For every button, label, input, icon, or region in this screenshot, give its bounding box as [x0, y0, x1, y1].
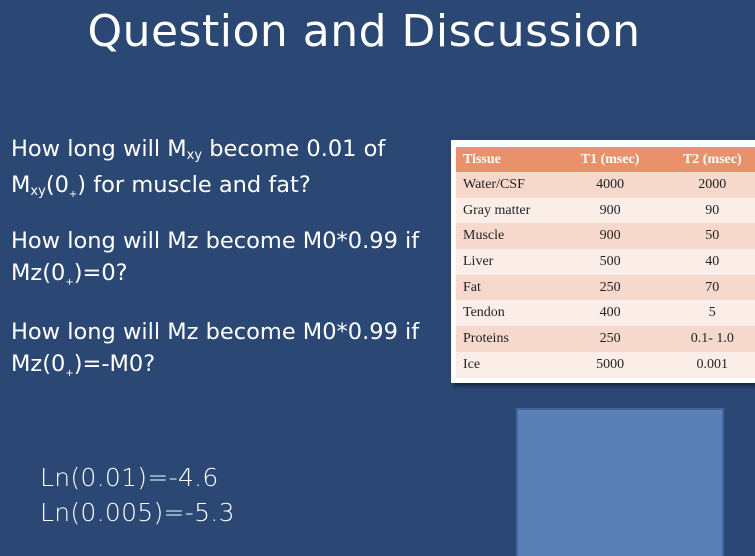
header-tissue: Tissue — [456, 147, 557, 172]
table-row: Proteins 250 0.1- 1.0 — [456, 326, 755, 352]
t2-cell: 90 — [663, 197, 755, 224]
t1-cell: 250 — [556, 274, 664, 301]
header-t1: T1 (msec) — [556, 147, 664, 172]
t2-cell: 5 — [663, 300, 755, 327]
tissue-cell: Water/CSF — [456, 172, 557, 198]
placeholder-box — [516, 408, 724, 556]
question-2: How long will Mz become M0*0.99 if Mz(0+… — [11, 228, 420, 288]
t2-cell: 40 — [663, 249, 755, 275]
table-row: Liver 500 40 — [456, 249, 755, 275]
t2-cell: 0.001 — [663, 351, 755, 378]
t2-cell: 2000 — [663, 172, 755, 198]
tissue-cell: Fat — [456, 274, 557, 301]
t1-cell: 400 — [556, 300, 664, 327]
question-3: How long will Mz become M0*0.99 if Mz(0+… — [11, 319, 420, 379]
hint-ln-0.01: Ln(0.01)=-4.6 — [40, 463, 219, 492]
t1-cell: 5000 — [556, 351, 664, 378]
table-row: Muscle 900 50 — [456, 223, 755, 250]
header-t2: T2 (msec) — [663, 147, 755, 172]
table-header-row: Tissue T1 (msec) T2 (msec) — [456, 147, 755, 172]
table-row: Gray matter 900 90 — [456, 197, 755, 224]
t1-cell: 4000 — [556, 172, 664, 198]
t1-cell: 500 — [556, 249, 664, 275]
t2-cell: 50 — [663, 223, 755, 250]
relaxation-times-table: Tissue T1 (msec) T2 (msec) Water/CSF 4000… — [456, 147, 755, 378]
hint-ln-0.005: Ln(0.005)=-5.3 — [40, 498, 235, 527]
tissue-cell: Gray matter — [456, 197, 557, 224]
t1-cell: 250 — [556, 326, 664, 352]
t2-cell: 0.1- 1.0 — [663, 326, 755, 352]
tissue-cell: Muscle — [456, 223, 557, 250]
tissue-cell: Proteins — [456, 326, 557, 352]
relaxation-table-panel: Tissue T1 (msec) T2 (msec) Water/CSF 4000… — [451, 140, 755, 383]
t1-cell: 900 — [556, 197, 664, 224]
table-row: Fat 250 70 — [456, 274, 755, 301]
question-1: How long will Mxy become 0.01 of Mxy(0+)… — [11, 136, 386, 200]
t2-cell: 70 — [663, 274, 755, 301]
table-row: Water/CSF 4000 2000 — [456, 172, 755, 198]
tissue-cell: Liver — [456, 249, 557, 275]
t1-cell: 900 — [556, 223, 664, 250]
table-row: Ice 5000 0.001 — [456, 351, 755, 378]
slide-title: Question and Discussion — [87, 6, 641, 57]
tissue-cell: Ice — [456, 351, 557, 378]
table-row: Tendon 400 5 — [456, 300, 755, 327]
tissue-cell: Tendon — [456, 300, 557, 327]
